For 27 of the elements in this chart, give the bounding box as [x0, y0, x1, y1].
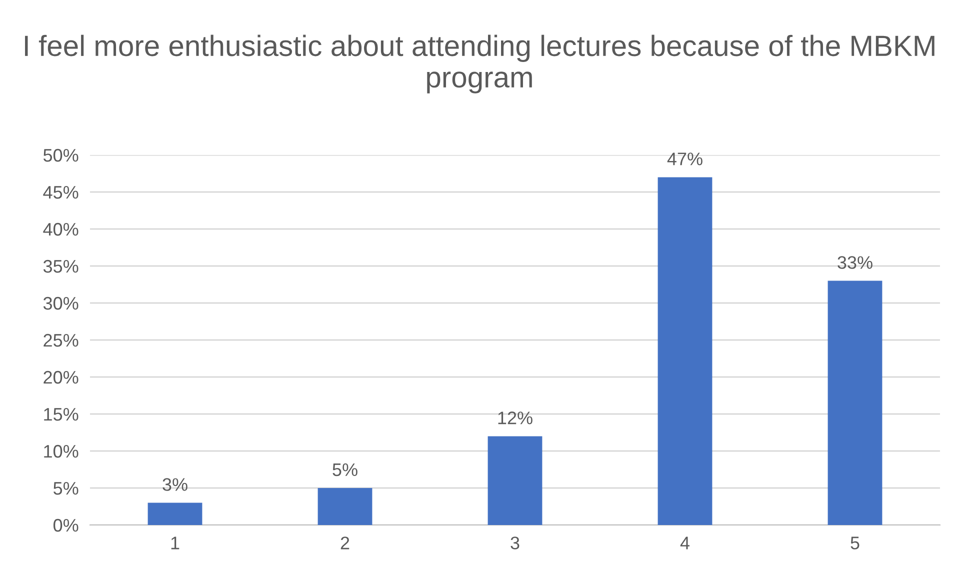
data-label: 12%: [498, 412, 532, 424]
y-tick-label: 10%: [44, 444, 78, 458]
data-label: 3%: [162, 478, 188, 491]
y-tick-label: 5%: [54, 482, 78, 495]
y-tick-label: 25%: [44, 334, 78, 347]
bar: [148, 502, 202, 525]
data-label: 47%: [667, 152, 702, 166]
x-tick-label: 2: [340, 536, 350, 550]
bar: [828, 280, 882, 525]
y-tick-label: 50%: [43, 148, 78, 162]
y-tick-label: 20%: [44, 370, 78, 384]
bar: [318, 488, 372, 525]
data-label: 33%: [838, 256, 872, 269]
x-tick-label: 3: [510, 536, 520, 550]
y-tick-label: 30%: [43, 296, 78, 310]
chart-title: I feel more enthusiastic about attending lectures because of the MBKM program: [25, 34, 934, 94]
bar: [488, 436, 542, 525]
x-tick-label: 1: [171, 536, 180, 550]
bar: [658, 177, 712, 525]
y-tick-label: 40%: [43, 222, 78, 236]
x-tick-label: 4: [680, 536, 690, 550]
data-label: 5%: [332, 463, 358, 476]
y-tick-label: 45%: [43, 186, 78, 199]
y-tick-label: 0%: [54, 518, 78, 532]
y-tick-label: 15%: [44, 408, 78, 421]
y-tick-label: 35%: [43, 260, 78, 273]
x-tick-label: 5: [850, 536, 860, 550]
